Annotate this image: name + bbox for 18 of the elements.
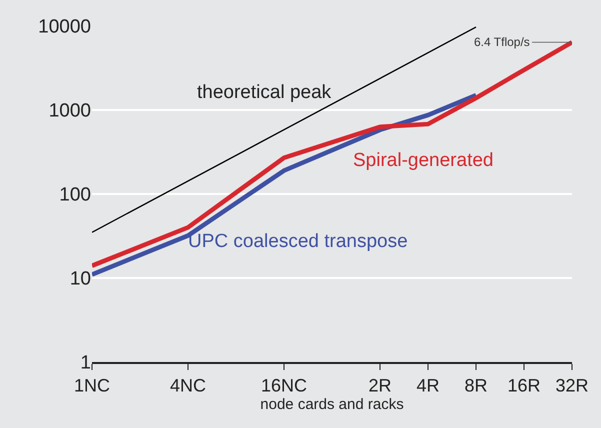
y-tick-label: 1000 <box>48 100 91 122</box>
x-tick-label: 4NC <box>170 376 206 396</box>
y-tick-label: 10000 <box>38 16 91 38</box>
series-label: Spiral-generated <box>353 150 494 171</box>
x-tick-label: 16R <box>507 376 541 396</box>
y-tick-label: 100 <box>59 184 91 206</box>
x-tick-label: 2R <box>368 376 392 396</box>
y-tick-label: 1 <box>80 352 91 374</box>
annotation: 6.4 Tflop/s <box>474 35 530 49</box>
x-tick-label: 8R <box>464 376 488 396</box>
x-tick-label: 16NC <box>260 376 308 396</box>
x-tick-label: 32R <box>555 376 589 396</box>
series-label: UPC coalesced transpose <box>188 231 408 252</box>
y-tick-label: 10 <box>70 268 91 290</box>
series-label: theoretical peak <box>197 82 332 103</box>
x-tick-label: 4R <box>416 376 440 396</box>
x-tick-label: 1NC <box>74 376 110 396</box>
x-axis-title: node cards and racks <box>260 396 404 414</box>
